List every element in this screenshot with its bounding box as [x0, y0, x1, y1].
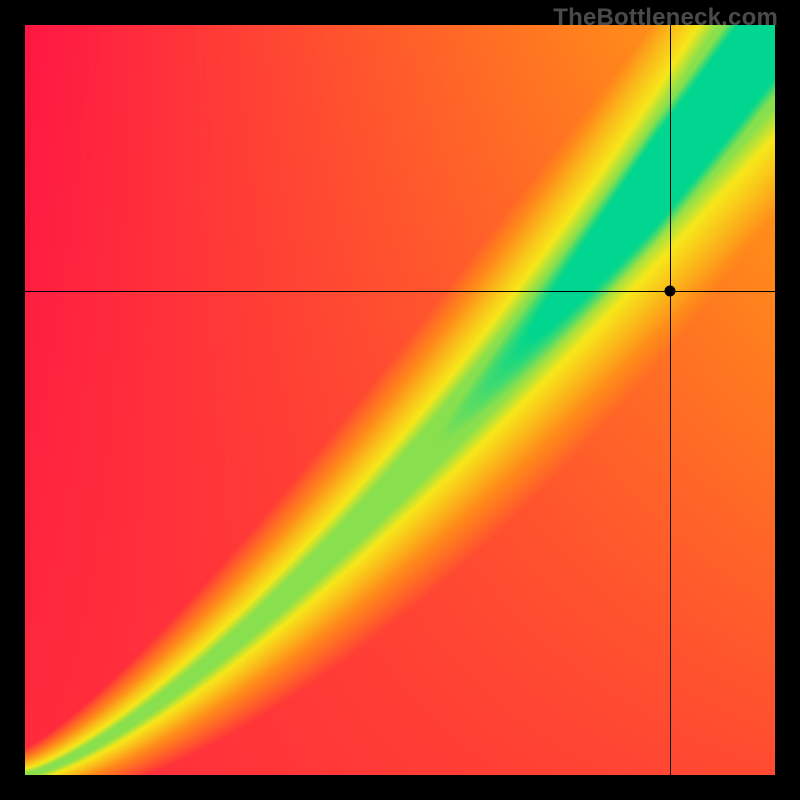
chart-container: TheBottleneck.com — [0, 0, 800, 800]
watermark-label: TheBottleneck.com — [553, 4, 778, 32]
heatmap-stage — [25, 25, 775, 775]
heatmap-canvas — [25, 25, 775, 775]
